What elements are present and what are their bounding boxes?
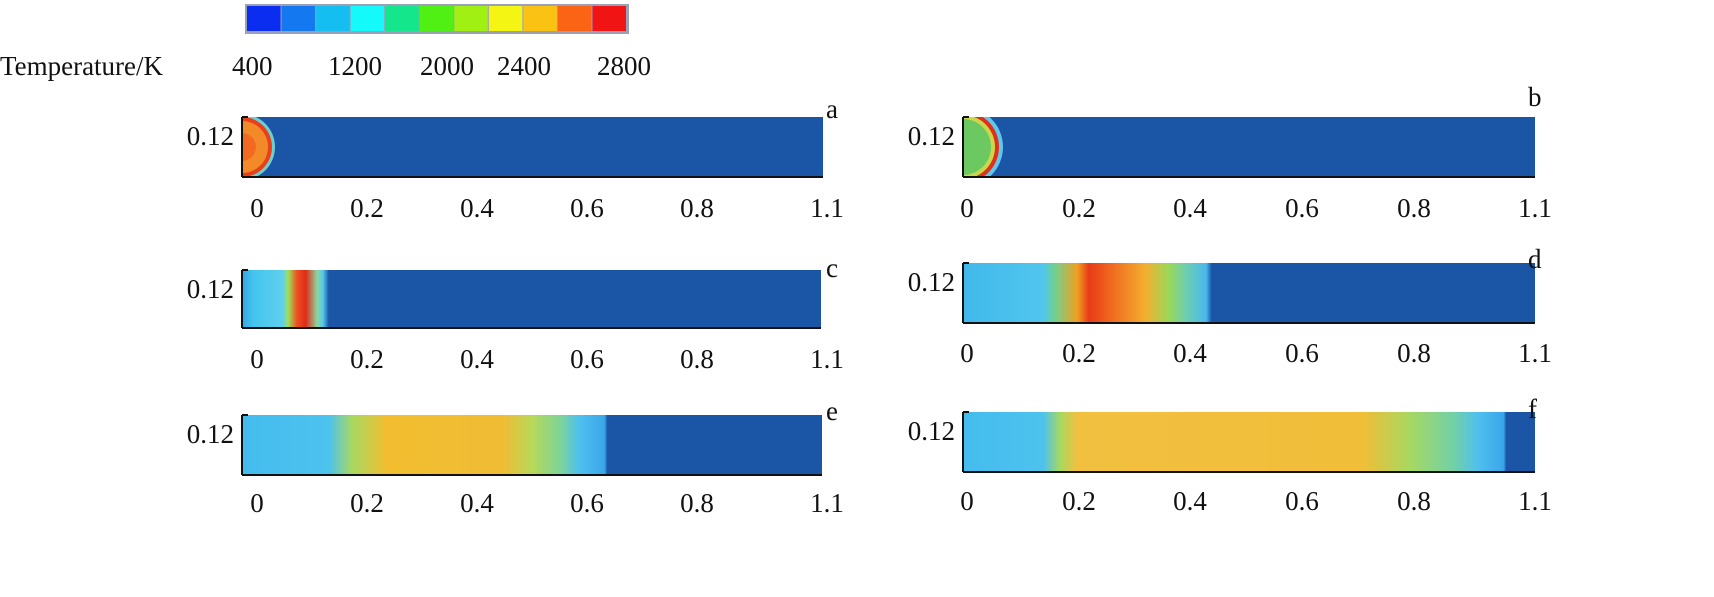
x-tick-label: 0.2 <box>350 488 384 518</box>
colorbar <box>245 4 629 34</box>
x-tick-label: 0.6 <box>1285 193 1319 223</box>
channel-field <box>242 270 821 328</box>
x-tick-label: 0.4 <box>1173 338 1207 368</box>
x-tick-label: 1.1 <box>810 344 844 374</box>
colorbar-tick-label: 2800 <box>597 51 651 81</box>
x-tick-label: 0.2 <box>350 193 384 223</box>
colorbar-swatch <box>316 6 350 31</box>
x-tick-label: 0.4 <box>460 488 494 518</box>
colorbar-label: Temperature/K <box>0 51 164 81</box>
x-tick-label: 0.8 <box>1397 486 1431 516</box>
x-tick-label: 0 <box>250 193 264 223</box>
x-tick-label: 0.8 <box>680 344 714 374</box>
y-tick-label: 0.12 <box>187 121 234 151</box>
x-tick-label: 0.2 <box>1062 486 1096 516</box>
panel-axes-e: 0.12 e 0 0.2 0.4 0.6 0.8 1.1 <box>187 396 844 518</box>
x-tick-label: 0.6 <box>570 193 604 223</box>
colorbar-swatch <box>385 6 419 31</box>
panel-f <box>963 412 1535 472</box>
panel-label: d <box>1528 244 1542 274</box>
panel-label: f <box>1528 394 1537 424</box>
panel-label: b <box>1528 82 1542 112</box>
channel-field <box>963 412 1535 472</box>
x-tick-label: 0.2 <box>350 344 384 374</box>
x-tick-label: 0 <box>960 193 974 223</box>
colorbar-tick-label: 2000 <box>420 51 474 81</box>
y-tick-label: 0.12 <box>908 416 955 446</box>
colorbar-swatch <box>454 6 488 31</box>
colorbar-swatch <box>592 6 626 31</box>
x-tick-label: 0.6 <box>570 344 604 374</box>
x-tick-label: 0 <box>960 486 974 516</box>
colorbar-tick-label: 1200 <box>328 51 382 81</box>
colorbar-tick-label: 400 <box>232 51 273 81</box>
channel-field <box>963 263 1535 323</box>
panel-axes-d: 0.12 d 0 0.2 0.4 0.6 0.8 1.1 <box>908 244 1552 368</box>
y-tick-label: 0.12 <box>908 121 955 151</box>
panel-c <box>242 270 821 328</box>
y-tick-label: 0.12 <box>187 419 234 449</box>
colorbar-swatch <box>419 6 454 31</box>
colorbar-swatch <box>247 6 281 31</box>
x-tick-label: 0 <box>960 338 974 368</box>
x-tick-label: 0.4 <box>460 344 494 374</box>
colorbar-swatch <box>350 6 385 31</box>
panel-label: e <box>826 396 838 426</box>
x-tick-label: 0.6 <box>570 488 604 518</box>
x-tick-label: 0.2 <box>1062 338 1096 368</box>
colorbar-tick-label: 2400 <box>497 51 551 81</box>
x-tick-label: 1.1 <box>1518 193 1552 223</box>
x-tick-label: 0.8 <box>1397 193 1431 223</box>
colorbar-swatch <box>557 6 592 31</box>
panel-a <box>242 117 823 177</box>
panel-b <box>963 117 1535 177</box>
flame-kernel <box>242 117 275 177</box>
channel-field <box>963 117 1535 177</box>
panel-axes-a: 0.12 a 0 0.2 0.4 0.6 0.8 1.1 <box>187 94 844 223</box>
colorbar-swatch <box>281 6 316 31</box>
channel-field <box>242 415 822 475</box>
panel-d <box>963 263 1535 323</box>
x-tick-label: 1.1 <box>1518 338 1552 368</box>
x-tick-label: 0.4 <box>1173 193 1207 223</box>
x-tick-label: 0.4 <box>460 193 494 223</box>
x-tick-label: 1.1 <box>810 488 844 518</box>
panel-label: a <box>826 94 838 124</box>
y-tick-label: 0.12 <box>187 274 234 304</box>
x-tick-label: 0.4 <box>1173 486 1207 516</box>
panel-axes-c: 0.12 c 0 0.2 0.4 0.6 0.8 1.1 <box>187 253 844 374</box>
x-tick-label: 0.8 <box>1397 338 1431 368</box>
x-tick-label: 0.6 <box>1285 486 1319 516</box>
x-tick-label: 0.8 <box>680 193 714 223</box>
x-tick-label: 0 <box>250 344 264 374</box>
x-tick-label: 1.1 <box>810 193 844 223</box>
panel-axes-f: 0.12 f 0 0.2 0.4 0.6 0.8 1.1 <box>908 394 1552 516</box>
y-tick-label: 0.12 <box>908 267 955 297</box>
x-tick-label: 0.2 <box>1062 193 1096 223</box>
x-tick-label: 1.1 <box>1518 486 1552 516</box>
flame-kernel <box>963 117 1003 177</box>
colorbar-swatch <box>488 6 523 31</box>
panel-label: c <box>826 253 838 283</box>
channel-field <box>242 117 823 177</box>
panel-e <box>242 415 822 475</box>
x-tick-label: 0 <box>250 488 264 518</box>
colorbar-swatch <box>523 6 557 31</box>
panel-axes-b: 0.12 b 0 0.2 0.4 0.6 0.8 1.1 <box>908 82 1552 223</box>
x-tick-label: 0.8 <box>680 488 714 518</box>
x-tick-label: 0.6 <box>1285 338 1319 368</box>
